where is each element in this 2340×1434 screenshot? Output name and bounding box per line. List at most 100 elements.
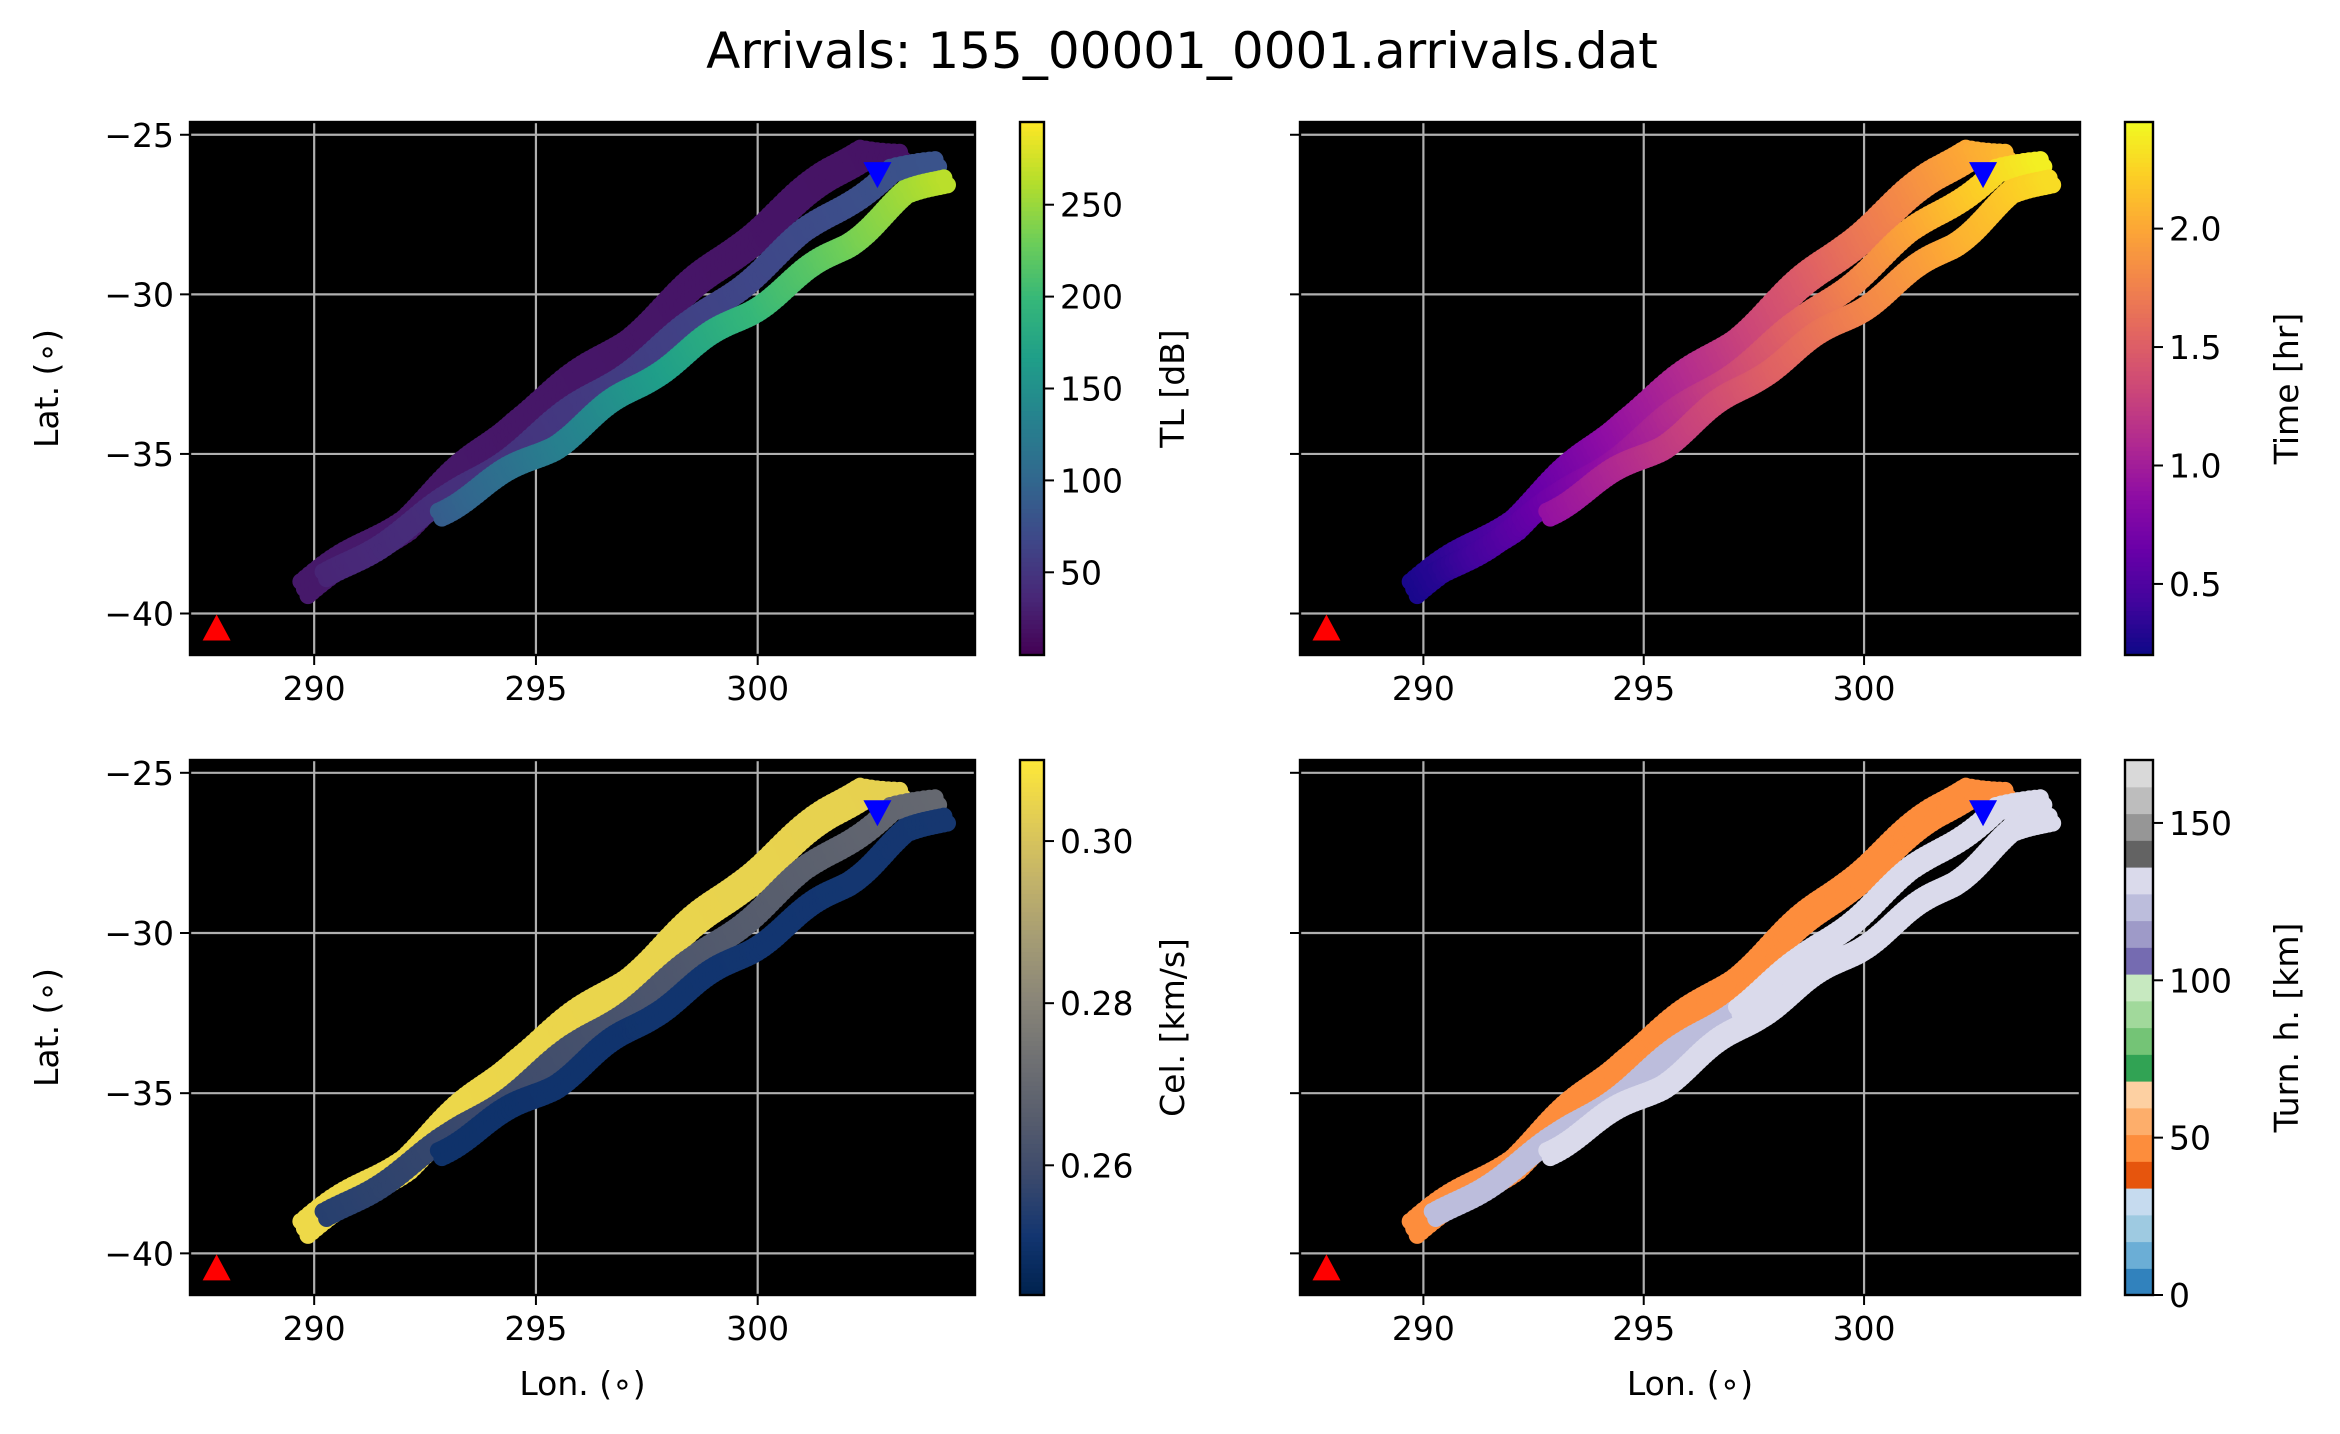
colorbar-segment [2125, 1107, 2153, 1136]
colorbar-segment [1020, 384, 1044, 390]
colorbar-tick-label: 100 [1060, 461, 1123, 500]
colorbar-segment [2125, 193, 2153, 199]
colorbar-segment [1020, 370, 1044, 376]
colorbar-segment [2125, 188, 2153, 194]
colorbar-segment [2125, 184, 2153, 190]
colorbar-segment [2125, 539, 2153, 545]
colorbar-segment [2125, 166, 2153, 172]
colorbar-segment [1020, 1023, 1044, 1029]
colorbar-segment [2125, 579, 2153, 585]
colorbar-segment [1020, 951, 1044, 957]
colorbar-segment [1020, 893, 1044, 899]
colorbar-segment [1020, 982, 1044, 988]
colorbar-segment [2125, 233, 2153, 239]
colorbar-segment [2125, 130, 2153, 136]
colorbar-segment [1020, 570, 1044, 576]
colorbar-segment [2125, 432, 2153, 438]
colorbar-segment [1020, 1009, 1044, 1015]
colorbar-segment [2125, 455, 2153, 461]
colorbar-segment [2125, 228, 2153, 234]
colorbar-segment [1020, 764, 1044, 770]
colorbar-segment [2125, 486, 2153, 492]
colorbar-segment [2125, 517, 2153, 523]
colorbar-segment [1020, 375, 1044, 381]
colorbar-segment [1020, 521, 1044, 527]
colorbar-segment [2125, 330, 2153, 336]
colorbar-segment [2125, 312, 2153, 319]
colorbar-segment [1020, 170, 1044, 176]
colorbar-segment [2125, 1214, 2153, 1243]
colorbar-tick-label: 200 [1060, 278, 1123, 317]
colorbar-segment [1020, 552, 1044, 558]
colorbar-segment [2125, 561, 2153, 567]
y-axis-label: Lat. (∘) [27, 329, 66, 448]
colorbar-segment [1020, 1196, 1044, 1202]
colorbar-segment [2125, 268, 2153, 274]
colorbar-segment [1020, 543, 1044, 549]
colorbar-segment [1020, 1107, 1044, 1113]
colorbar-segment [2125, 375, 2153, 381]
colorbar-segment [1020, 1147, 1044, 1153]
colorbar-segment [1020, 610, 1044, 616]
colorbar-segment [1020, 795, 1044, 801]
colorbar-segment [1020, 201, 1044, 207]
colorbar-segment [1020, 889, 1044, 895]
colorbar-segment [2125, 241, 2153, 247]
colorbar-segment [1020, 561, 1044, 567]
colorbar-segment [1020, 490, 1044, 496]
colorbar-segment [1020, 1076, 1044, 1082]
colorbar-segment [2125, 344, 2153, 350]
colorbar-segment [1020, 135, 1044, 141]
receiver-marker [1969, 162, 1998, 189]
colorbar-segment [2125, 388, 2153, 394]
x-tick-label: 295 [504, 1309, 567, 1348]
colorbar-segment [2125, 530, 2153, 536]
colorbar-segment [1020, 512, 1044, 518]
colorbar-segment [1020, 822, 1044, 828]
colorbar-segment [2125, 459, 2153, 465]
colorbar-segment [2125, 255, 2153, 261]
colorbar-segment [2125, 437, 2153, 443]
colorbar-segment [1020, 1192, 1044, 1198]
colorbar-segment [1020, 1094, 1044, 1100]
colorbar-segment [2125, 867, 2153, 895]
colorbar-segment [2125, 153, 2153, 159]
colorbar-segment [1020, 817, 1044, 824]
colorbar-segment [2125, 974, 2153, 1002]
colorbar-segment [2125, 637, 2153, 643]
colorbar-segment [1020, 1098, 1044, 1104]
colorbar-segment [1020, 632, 1044, 638]
colorbar-segment [2125, 490, 2153, 496]
colorbar-tick-label: 150 [1060, 370, 1123, 409]
colorbar-segment [1020, 1040, 1044, 1046]
colorbar-segment [1020, 974, 1044, 980]
colorbar-segment [1020, 804, 1044, 810]
colorbar-segment [2125, 179, 2153, 185]
colorbar-segment [1020, 1049, 1044, 1055]
colorbar-segment [2125, 366, 2153, 372]
colorbar-segment [1020, 197, 1044, 203]
colorbar-segment [1020, 938, 1044, 944]
y-tick-label: −40 [104, 1234, 174, 1273]
colorbar-segment [1020, 1245, 1044, 1252]
colorbar-segment [1020, 880, 1044, 886]
colorbar-segment [1020, 996, 1044, 1002]
y-tick-label: −35 [104, 435, 174, 474]
scatter-point [2044, 814, 2062, 832]
colorbar-segment [1020, 637, 1044, 643]
colorbar-segment [1020, 432, 1044, 438]
colorbar-segment [2125, 840, 2153, 868]
colorbar-segment [2125, 623, 2153, 629]
x-tick-label: 290 [1392, 669, 1455, 708]
colorbar-segment [2125, 273, 2153, 279]
scatter-points [1401, 139, 2062, 605]
colorbar-segment [2125, 424, 2153, 430]
colorbar-segment [2125, 384, 2153, 390]
colorbar-segment [1020, 862, 1044, 868]
colorbar-segment [1020, 1000, 1044, 1006]
colorbar-segment [2125, 210, 2153, 216]
colorbar-segment [1020, 441, 1044, 447]
colorbar-segment [2125, 592, 2153, 598]
